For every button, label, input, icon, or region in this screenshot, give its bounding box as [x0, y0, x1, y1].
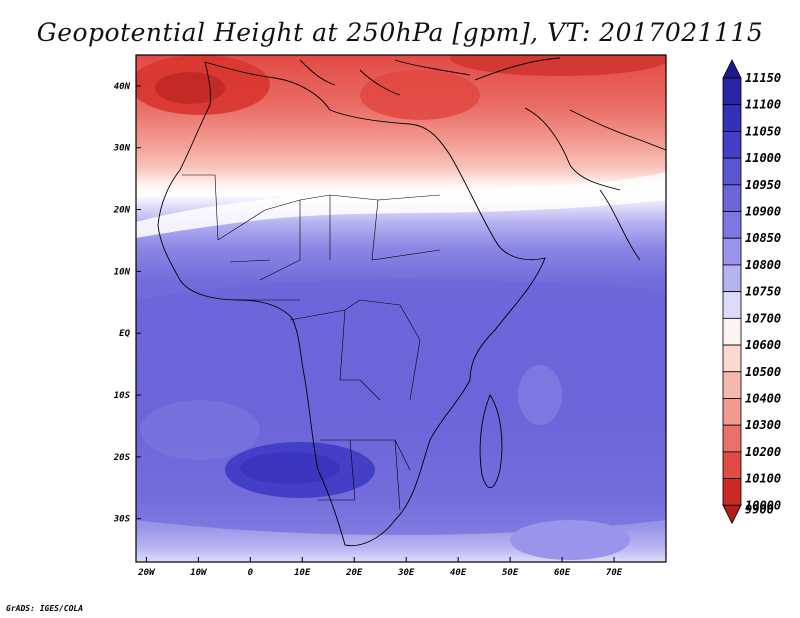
colorbar-swatch: [722, 398, 742, 426]
colorbar-swatch: [722, 371, 742, 399]
colorbar-swatch: [722, 157, 742, 186]
lon-tick-label: 20W: [137, 568, 156, 578]
colorbar-label: 9900: [745, 502, 774, 516]
colorbar-swatch: [722, 264, 742, 293]
lat-tick-label: 20N: [113, 206, 131, 216]
axis-ticks: 20W 10W 0 10E 20E 30E 40E 50E 60E 70E 40N 30N 20N 10N…: [113, 82, 623, 578]
colorbar-swatch: [722, 478, 742, 506]
colorbar-swatch: [722, 237, 742, 266]
colorbar-swatch: [722, 291, 742, 319]
colorbar-label: 10900: [745, 205, 781, 219]
colorbar-label: 10100: [745, 472, 781, 486]
contour-fill: [136, 55, 666, 562]
colorbar-swatch: [722, 344, 742, 373]
colorbar-max-arrow: [722, 59, 742, 79]
colorbar-label: 10000: [745, 498, 781, 512]
plot-frame: [135, 54, 667, 563]
colorbar-label: 11050: [745, 124, 781, 138]
colorbar-swatch: [722, 77, 742, 106]
colorbar-label: 10750: [745, 285, 781, 299]
map-title: Geopotential Height at 250hPa [gpm], VT:…: [36, 18, 764, 47]
lon-tick-label: 30E: [397, 568, 415, 578]
lon-tick-label: 20E: [345, 568, 363, 578]
colorbar-swatch: [722, 184, 742, 212]
lat-tick-label: EQ: [119, 329, 130, 339]
colorbar-label: 10600: [745, 338, 781, 352]
colorbar-label: 10700: [745, 311, 781, 325]
credit-text: GrADS: IGES/COLA: [6, 604, 84, 613]
colorbar-label: 11100: [745, 98, 781, 112]
colorbar-swatch: [722, 211, 742, 239]
lon-tick-label: 50E: [502, 568, 519, 578]
lat-tick-label: 10S: [114, 391, 131, 401]
colorbar-swatch: [722, 451, 742, 479]
colorbar-label: 10500: [745, 365, 781, 379]
colorbar-label: 10800: [745, 258, 781, 272]
lat-tick-label: 40N: [114, 82, 131, 92]
colorbar: 11150 11100 11050 11000 10950 10900 10850 10800…: [722, 59, 781, 525]
lat-tick-label: 10N: [114, 267, 131, 277]
country-borders: [182, 174, 441, 511]
colorbar-label: 10850: [745, 231, 781, 245]
colorbar-label: 11000: [745, 151, 781, 165]
coastlines: [157, 57, 666, 547]
lat-tick-label: 30N: [113, 144, 131, 154]
colorbar-label: 10400: [745, 391, 781, 405]
lon-tick-label: 60E: [554, 568, 571, 578]
lon-tick-label: 70E: [606, 568, 623, 578]
lon-tick-label: 10W: [190, 568, 208, 578]
lon-tick-label: 10E: [294, 568, 311, 578]
lat-tick-label: 20S: [113, 453, 131, 463]
colorbar-label: 10200: [745, 445, 781, 459]
colorbar-min-arrow: [722, 504, 742, 525]
colorbar-label: 11150: [745, 71, 781, 85]
colorbar-swatch: [722, 131, 742, 159]
lon-tick-label: 0: [248, 568, 254, 578]
lon-tick-label: 40E: [450, 568, 467, 578]
colorbar-swatch: [722, 317, 742, 346]
colorbar-label: 10950: [745, 178, 781, 192]
lat-tick-label: 30S: [113, 515, 131, 525]
colorbar-swatch: [722, 104, 742, 132]
colorbar-label: 10300: [745, 418, 781, 432]
colorbar-swatch: [722, 424, 742, 453]
